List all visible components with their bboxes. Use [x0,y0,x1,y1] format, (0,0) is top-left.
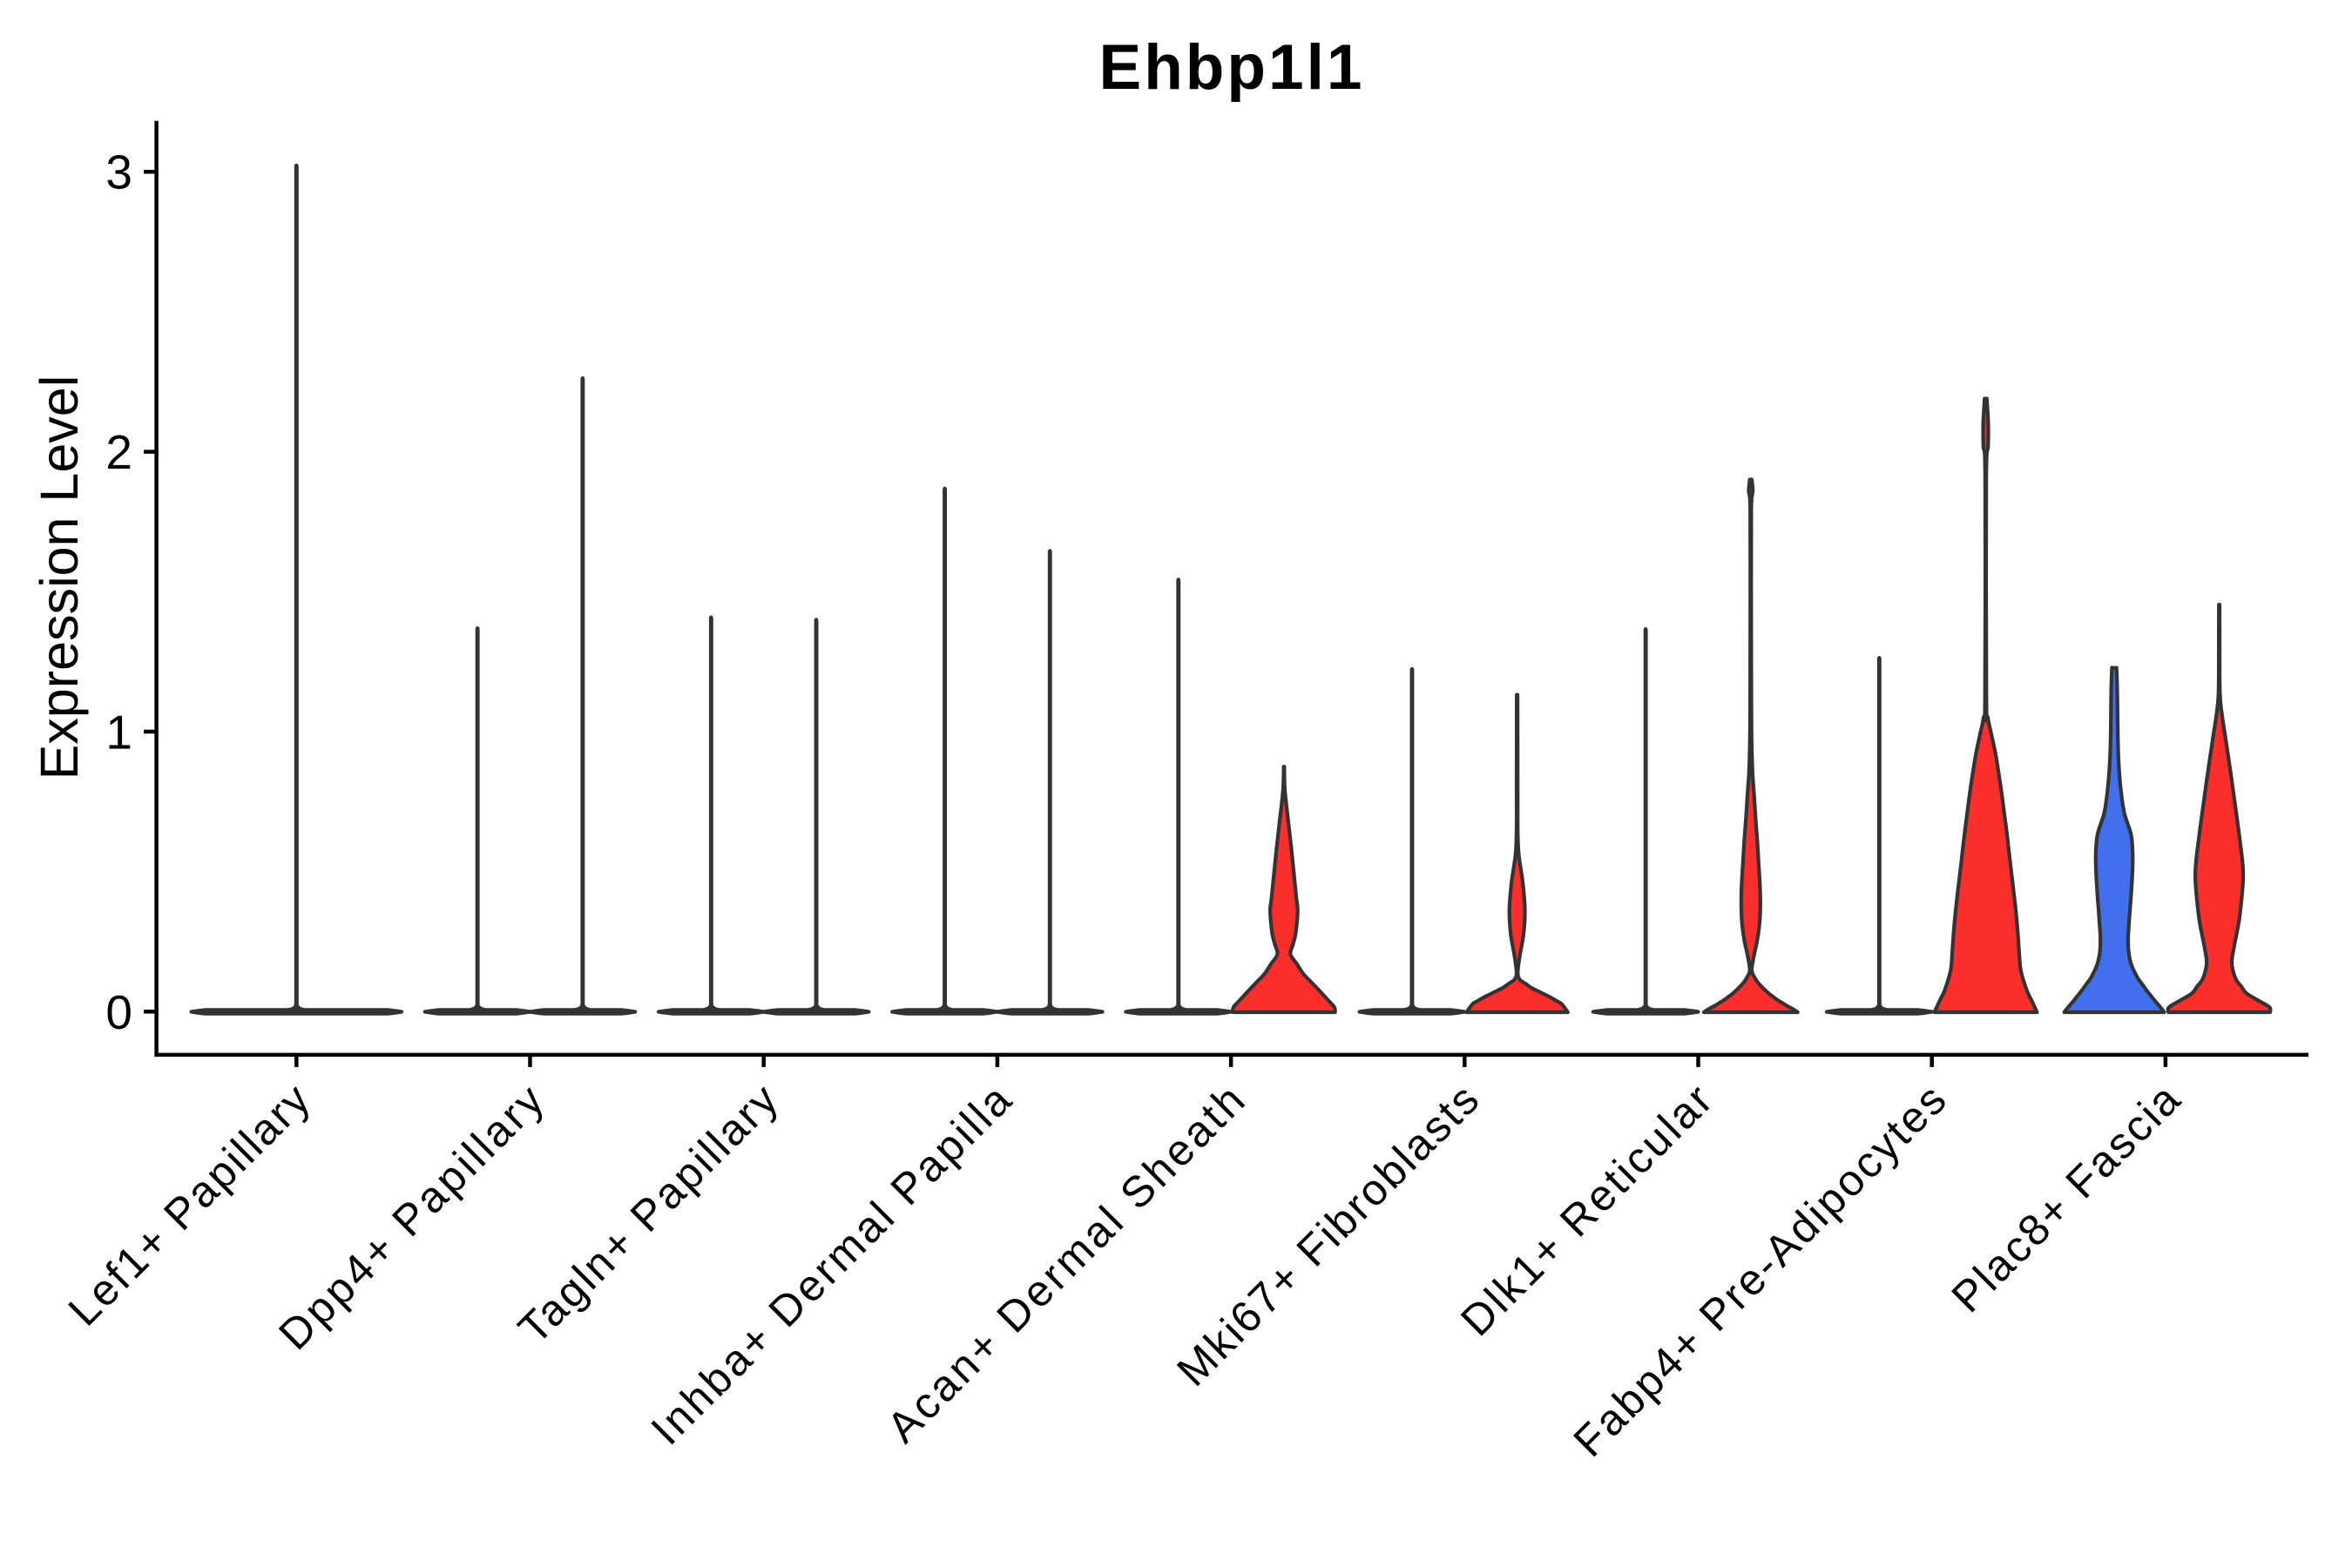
svg-text:Ehbp1l1: Ehbp1l1 [1099,32,1365,103]
svg-text:Expression Level: Expression Level [30,375,89,781]
svg-text:2: 2 [105,425,132,479]
svg-text:0: 0 [105,985,132,1039]
svg-text:1: 1 [105,705,132,759]
svg-text:3: 3 [105,145,132,199]
